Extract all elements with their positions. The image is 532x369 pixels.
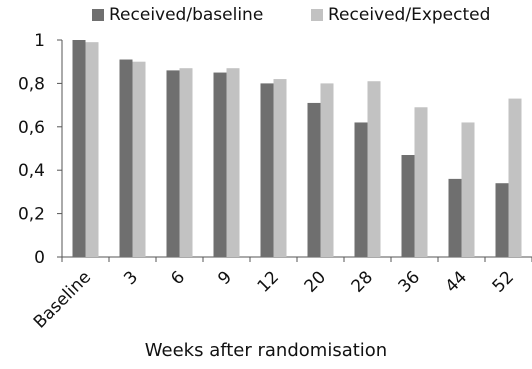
bar-received-baseline-12 — [260, 83, 274, 258]
bar-received-baseline-baseline — [72, 40, 86, 257]
legend-item-received-baseline: Received/baseline — [92, 4, 263, 26]
y-tick-label: 0,6 — [18, 118, 45, 138]
bar-received-expected-20 — [320, 83, 334, 258]
x-tick-label-3: 3 — [120, 267, 142, 289]
y-tick-label: 0,4 — [18, 161, 45, 181]
legend-swatch-received-baseline — [92, 9, 104, 21]
legend-label-received-expected: Received/Expected — [328, 5, 491, 25]
bar-received-baseline-52 — [495, 183, 509, 257]
x-tick-label-20: 20 — [301, 267, 330, 296]
y-tick-label: 0,2 — [18, 205, 45, 225]
x-tick-label-9: 9 — [214, 267, 236, 289]
bar-received-baseline-20 — [307, 102, 321, 258]
y-tick-label: 0,8 — [18, 74, 45, 94]
x-tick-label-baseline: Baseline — [30, 267, 95, 332]
bar-received-expected-3 — [132, 61, 146, 258]
legend-item-received-expected: Received/Expected — [311, 4, 490, 26]
x-tick-label-12: 12 — [254, 267, 283, 296]
bar-received-expected-baseline — [85, 42, 99, 257]
bar-received-baseline-6 — [166, 70, 180, 257]
bar-received-expected-36 — [414, 107, 428, 258]
legend-label-received-baseline: Received/baseline — [109, 5, 264, 25]
bar-received-expected-44 — [461, 122, 475, 258]
x-tick-label-44: 44 — [442, 267, 471, 296]
bar-received-baseline-9 — [213, 72, 227, 257]
x-tick-label-6: 6 — [167, 267, 189, 289]
bar-received-expected-52 — [508, 98, 522, 257]
bar-received-expected-28 — [367, 81, 381, 257]
bar-received-baseline-3 — [119, 59, 133, 257]
legend-swatch-received-expected — [311, 9, 323, 21]
x-tick-label-52: 52 — [489, 267, 518, 296]
y-tick-label: 0 — [34, 248, 45, 268]
x-axis-title: Weeks after randomisation — [144, 340, 388, 361]
bar-received-expected-12 — [273, 79, 287, 257]
bar-received-expected-6 — [179, 68, 193, 258]
y-tick-label: 1 — [34, 31, 45, 51]
bar-received-expected-9 — [226, 68, 240, 258]
x-tick-label-28: 28 — [348, 267, 377, 296]
bar-received-baseline-44 — [448, 178, 462, 257]
bar-received-baseline-36 — [401, 155, 415, 257]
bar-received-baseline-28 — [354, 122, 368, 258]
x-tick-label-36: 36 — [395, 267, 424, 296]
